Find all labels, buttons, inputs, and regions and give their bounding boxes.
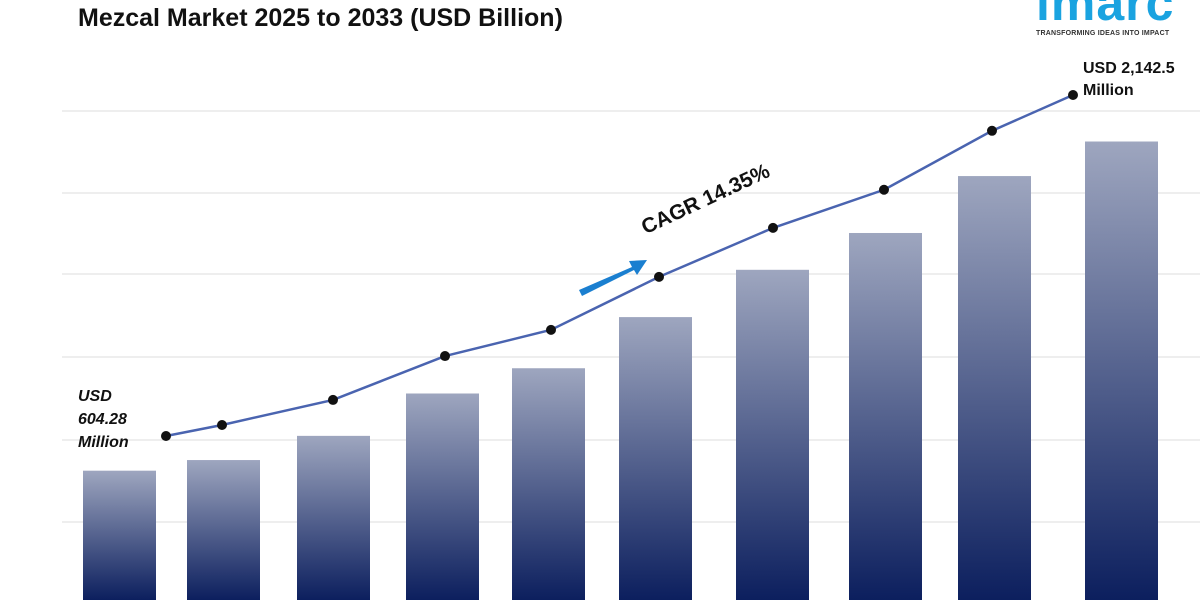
start-value-label: USD 604.28 Million bbox=[78, 385, 129, 454]
trend-marker bbox=[768, 222, 778, 233]
bar bbox=[619, 317, 692, 600]
trend-marker bbox=[440, 351, 450, 362]
trend-line bbox=[165, 93, 1074, 438]
logo-mark: imarc bbox=[1036, 0, 1175, 31]
cagr-arrow-icon bbox=[579, 260, 647, 296]
start-label-line: Million bbox=[78, 434, 129, 451]
start-label-line: USD bbox=[78, 388, 112, 405]
logo-tagline: TRANSFORMING IDEAS INTO IMPACT bbox=[1036, 30, 1170, 37]
end-label-line: Million bbox=[1083, 82, 1134, 99]
trend-marker bbox=[1068, 90, 1078, 100]
imarc-logo: imarc TRANSFORMING IDEAS INTO IMPACT bbox=[1036, 0, 1200, 37]
bar bbox=[1085, 141, 1158, 600]
trend-marker bbox=[879, 184, 889, 195]
trend-marker bbox=[328, 394, 338, 405]
trend-marker bbox=[161, 431, 171, 441]
bar bbox=[297, 435, 370, 600]
chart-title: Mezcal Market 2025 to 2033 (USD Billion) bbox=[78, 4, 563, 32]
bar bbox=[83, 470, 156, 600]
bar bbox=[958, 176, 1031, 600]
bar bbox=[406, 393, 479, 600]
trend-marker bbox=[546, 324, 556, 335]
start-label-line: 604.28 bbox=[78, 411, 127, 428]
end-label-line: USD 2,142.5 bbox=[1083, 60, 1175, 77]
trend-marker bbox=[987, 125, 997, 136]
bar bbox=[512, 368, 585, 600]
bar bbox=[849, 232, 922, 600]
trend-marker bbox=[654, 271, 664, 282]
bar bbox=[736, 269, 809, 600]
bar bbox=[187, 460, 260, 600]
end-value-label: USD 2,142.5 Million bbox=[1083, 58, 1175, 102]
trend-marker bbox=[217, 419, 227, 430]
